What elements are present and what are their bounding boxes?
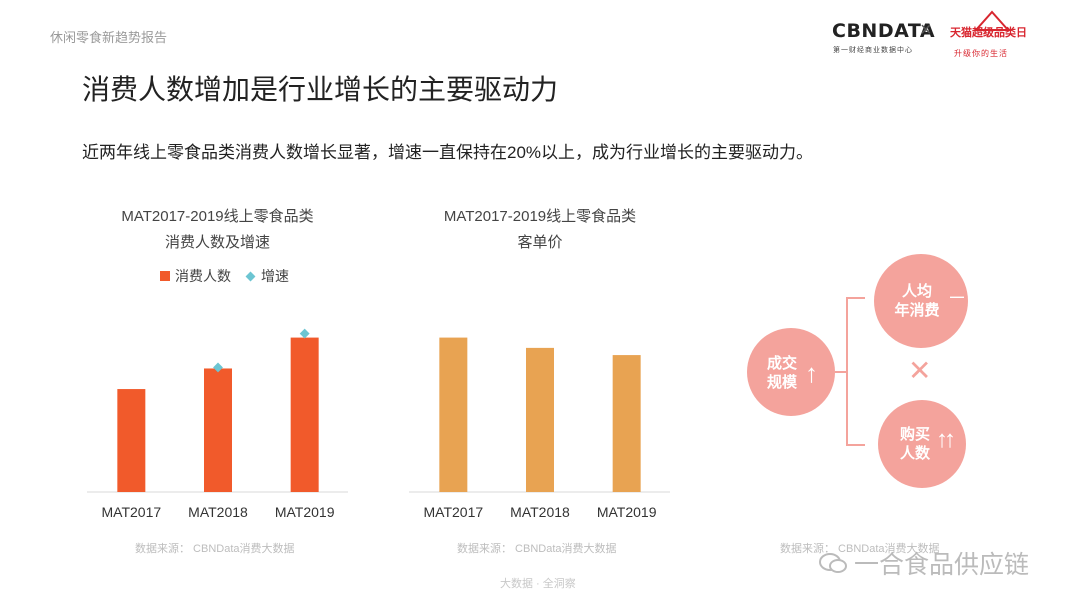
chart1-bar-MAT2018: [204, 368, 232, 492]
chart2-xtick-MAT2017: MAT2017: [423, 504, 483, 520]
chart2-bar-MAT2018: [526, 347, 554, 492]
legend-label-users: 消费人数: [175, 268, 231, 284]
page-title: 消费人数增加是行业增长的主要驱动力: [82, 74, 559, 105]
chart1-title: MAT2017-2019线上零食品类 消费人数及增速: [80, 204, 355, 256]
circle-bottom-text: 购买 人数: [900, 426, 931, 462]
legend-label-growth: 增速: [261, 268, 289, 284]
circle-top-text: 人均 年消费: [894, 283, 940, 319]
legend-item-growth: 增速: [245, 266, 289, 286]
tmall-logo-subtitle: 升级你的生活: [954, 49, 1008, 58]
multiply-icon: ✕: [908, 355, 932, 386]
diagram-bracket: [835, 297, 865, 446]
chart2-xtick-MAT2019: MAT2019: [597, 504, 657, 520]
cbndata-logo: CBNDATA: [832, 20, 936, 42]
chart1-bar-MAT2017: [117, 389, 146, 492]
chart2-bar-MAT2017: [439, 337, 468, 492]
chart2-title: MAT2017-2019线上零食品类 客单价: [400, 204, 680, 256]
circle-per-capita-spend: 人均 年消费 —: [874, 254, 968, 348]
brand-separator: ×: [920, 19, 932, 41]
watermark-text: 一合食品供应链: [854, 551, 1030, 579]
legend-item-users: 消费人数: [160, 266, 231, 286]
page-summary: 近两年线上零食品类消费人数增长显著，增速一直保持在20%以上，成为行业增长的主要…: [82, 143, 814, 162]
double-up-arrow-icon: ↑↑: [936, 426, 956, 453]
chart2-xtick-MAT2018: MAT2018: [510, 504, 570, 520]
circle-left-text: 成交 规模: [767, 355, 798, 391]
chart1-legend: 消费人数 增速: [160, 266, 289, 286]
diagram-source: 数据来源： CBNData消费大数据: [780, 543, 940, 555]
chart2-bar-MAT2019: [612, 355, 641, 492]
chart1-title-line1: MAT2017-2019线上零食品类: [121, 208, 314, 225]
watermark: 一合食品供应链: [818, 545, 1029, 581]
chart2-title-line1: MAT2017-2019线上零食品类: [443, 208, 637, 225]
chart1-xtick-MAT2018: MAT2018: [188, 504, 248, 520]
report-name: 休闲零食新趋势报告: [50, 30, 168, 45]
legend-swatch-growth: [245, 271, 256, 281]
chart1-xtick-MAT2019: MAT2019: [275, 504, 335, 520]
chart1-plot: MAT2017 MAT2018 MAT2019: [87, 328, 348, 520]
wechat-icon: [819, 553, 847, 573]
chart2-source: 数据来源： CBNData消费大数据: [457, 543, 617, 555]
chart1-xtick-MAT2017: MAT2017: [101, 504, 161, 520]
tmall-logo: 天猫超级品类日: [950, 27, 1027, 39]
chart1-source: 数据来源： CBNData消费大数据: [135, 543, 295, 555]
chart1-growth-point-MAT2018: [213, 362, 223, 373]
up-arrow-icon: ↑: [805, 358, 818, 388]
chart2-plot: MAT2017 MAT2018 MAT2019: [409, 337, 670, 520]
footer-slogan: 大数据 · 全洞察: [500, 578, 576, 590]
cbndata-logo-subtitle: 第一财经商业数据中心: [833, 47, 913, 54]
chart1-bar-MAT2019: [290, 337, 319, 492]
chart1-growth-point-MAT2019: [299, 328, 310, 339]
brand-logos: CBNDATA 第一财经商业数据中心 × 天猫超级品类日 升级你的生活: [832, 10, 1032, 64]
tmall-triangle-icon: [973, 10, 1011, 31]
flat-dash-icon: —: [950, 288, 964, 304]
circle-transaction-scale: 成交 规模 ↑: [747, 328, 835, 416]
chart1-title-line2: 消费人数及增速: [164, 234, 270, 251]
chart2-title-line2: 客单价: [517, 234, 563, 251]
legend-swatch-users: [160, 271, 170, 281]
circle-buyers: 购买 人数 ↑↑: [878, 400, 966, 488]
